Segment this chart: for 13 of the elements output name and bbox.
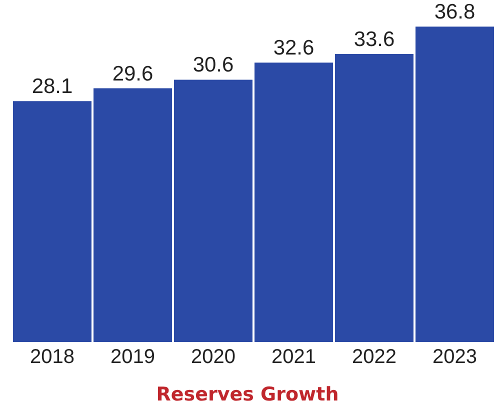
- data-label: 28.1: [32, 75, 73, 98]
- data-label: 30.6: [192, 54, 234, 77]
- data-label: 32.6: [273, 36, 314, 60]
- x-tick-label: 2021: [272, 346, 316, 368]
- x-tick-label: 2022: [352, 346, 396, 368]
- text: Reserves Growth: [156, 383, 339, 406]
- x-tick-label: 2023: [432, 346, 477, 368]
- data-label: 33.6: [354, 28, 395, 52]
- x-tick-label: 2019: [110, 346, 155, 368]
- x-tick-label: 2018: [30, 346, 74, 368]
- data-label: 36.8: [434, 0, 476, 24]
- x-tick-label: 2020: [191, 346, 236, 368]
- data-label: 29.6: [112, 62, 154, 86]
